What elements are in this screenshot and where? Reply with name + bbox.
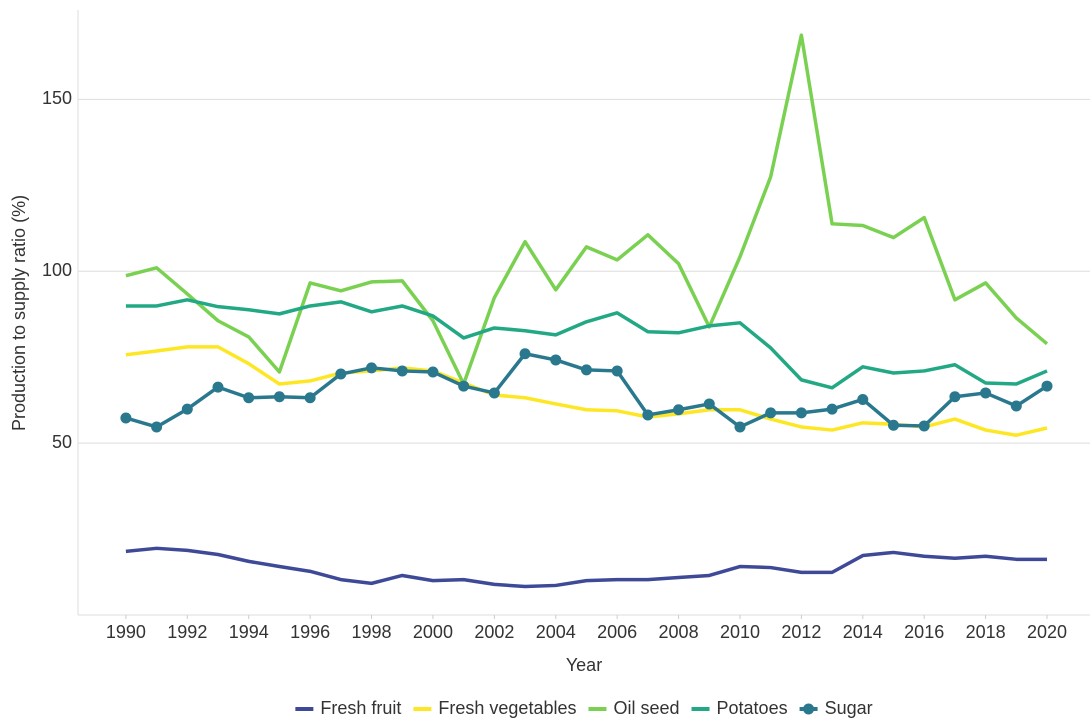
- x-tick-label: 2008: [659, 622, 699, 642]
- x-tick-label: 2020: [1027, 622, 1067, 642]
- x-tick-label: 1996: [290, 622, 330, 642]
- x-tick-label: 2014: [843, 622, 883, 642]
- point: [427, 366, 439, 378]
- x-axis-label: Year: [566, 655, 602, 675]
- point: [243, 392, 255, 404]
- point: [396, 365, 408, 377]
- legend-marker: [803, 703, 815, 715]
- y-tick-label: 50: [52, 432, 72, 452]
- legend-label: Oil seed: [613, 698, 679, 718]
- legend-label: Fresh fruit: [320, 698, 401, 718]
- series-line: [125, 33, 1049, 386]
- point: [765, 407, 777, 419]
- x-tick-label: 1990: [106, 622, 146, 642]
- point: [949, 391, 961, 403]
- point: [703, 398, 715, 410]
- point: [550, 354, 562, 366]
- x-tick-label: 1992: [167, 622, 207, 642]
- point: [120, 412, 132, 424]
- point: [980, 387, 992, 399]
- x-tick-label: 2006: [597, 622, 637, 642]
- point: [366, 362, 378, 374]
- point: [519, 348, 531, 360]
- point: [580, 364, 592, 376]
- point: [795, 407, 807, 419]
- x-tick-label: 2002: [474, 622, 514, 642]
- point: [151, 421, 163, 433]
- x-tick-label: 1994: [229, 622, 269, 642]
- x-tick-label: 2000: [413, 622, 453, 642]
- point: [1010, 400, 1022, 412]
- series-line: [125, 546, 1048, 589]
- legend-label: Potatoes: [717, 698, 788, 718]
- y-tick-label: 100: [42, 260, 72, 280]
- point: [734, 421, 746, 433]
- x-tick-label: 1998: [352, 622, 392, 642]
- y-axis-label: Production to supply ratio (%): [9, 195, 29, 431]
- x-tick-label: 2018: [966, 622, 1006, 642]
- y-tick-label: 150: [42, 88, 72, 108]
- point: [1041, 380, 1053, 392]
- point: [887, 419, 899, 431]
- point: [181, 403, 193, 415]
- point: [458, 380, 470, 392]
- x-tick-label: 2010: [720, 622, 760, 642]
- series-line: [125, 345, 1048, 437]
- legend-label: Sugar: [825, 698, 873, 718]
- point: [611, 365, 623, 377]
- point: [335, 368, 347, 380]
- point: [673, 404, 685, 416]
- point: [857, 393, 869, 405]
- point: [488, 387, 500, 399]
- point: [273, 391, 285, 403]
- x-tick-label: 2012: [781, 622, 821, 642]
- legend: Fresh fruit Fresh vegetables Oil seed Potat…: [295, 698, 873, 718]
- x-tick-label: 2004: [536, 622, 576, 642]
- point: [212, 381, 224, 393]
- point: [304, 392, 316, 404]
- series-line: [125, 298, 1048, 390]
- x-tick-label: 2016: [904, 622, 944, 642]
- point: [918, 420, 930, 432]
- legend-label: Fresh vegetables: [438, 698, 576, 718]
- point: [642, 409, 654, 421]
- point: [826, 403, 838, 415]
